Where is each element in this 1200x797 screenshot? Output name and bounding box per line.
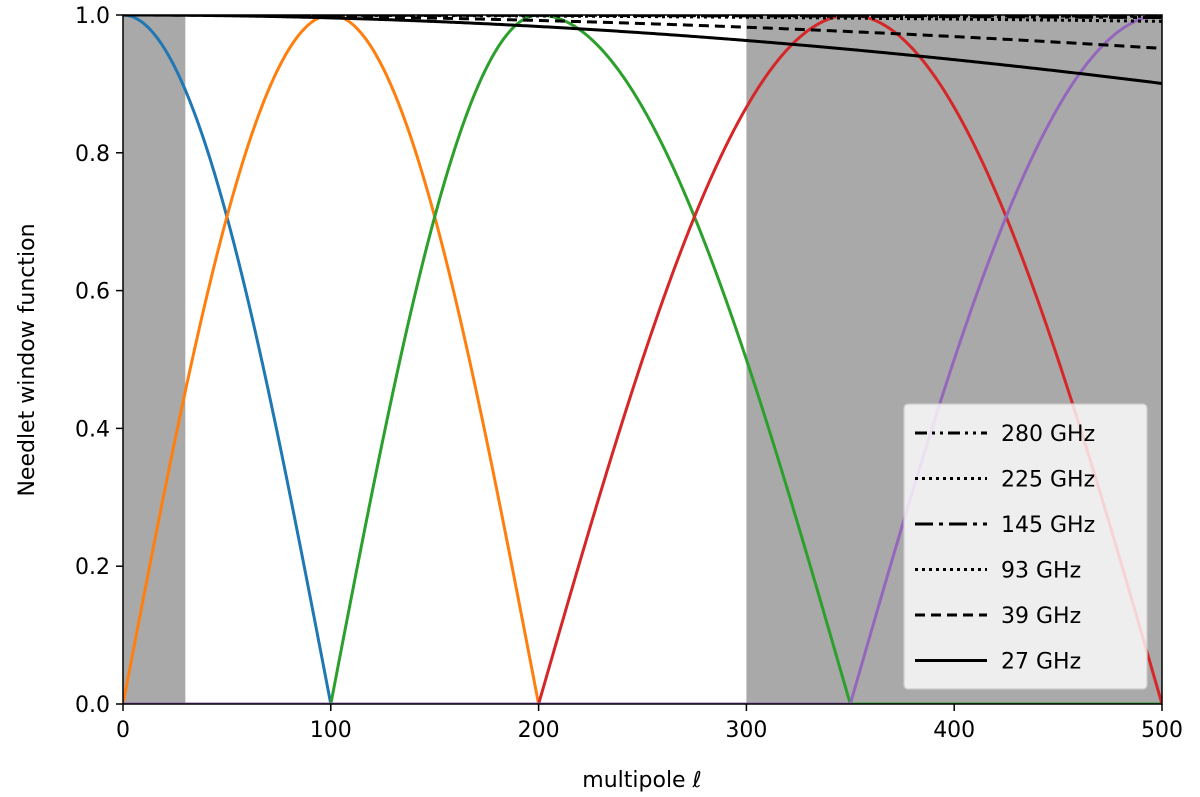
x-tick-label: 0 xyxy=(116,718,130,743)
beam-line-39-ghz xyxy=(123,15,1162,50)
needlet-band-4 xyxy=(123,15,1162,704)
legend-label: 39 GHz xyxy=(1001,604,1081,629)
legend-label: 93 GHz xyxy=(1001,559,1081,584)
needlet-band-2 xyxy=(123,15,1162,704)
legend: 280 GHz 225 GHz 145 GHz 93 GHz 39 GHz 27 GHz xyxy=(903,403,1148,690)
x-tick-label: 500 xyxy=(1141,718,1183,743)
legend-label: 225 GHz xyxy=(1001,468,1095,493)
x-tick-label: 200 xyxy=(518,718,560,743)
needlet-band-5 xyxy=(123,15,1162,704)
beam-line-27-ghz xyxy=(123,15,1162,85)
y-tick-label: 0.8 xyxy=(75,142,110,167)
legend-label: 280 GHz xyxy=(1001,422,1095,447)
beam-line-93-ghz xyxy=(123,15,1162,23)
legend-box xyxy=(903,403,1148,690)
plot-frame xyxy=(122,14,1163,705)
legend-label: 27 GHz xyxy=(1001,650,1081,675)
y-tick-label: 0.0 xyxy=(75,693,110,718)
y-axis-label: Needlet window function xyxy=(15,223,40,496)
axis-ticks: 0 100 200 300 400 500 0.0 0.2 0.4 0.6 0.8 1.0 xyxy=(75,4,1183,743)
shaded-region-1 xyxy=(123,15,186,704)
legend-label: 145 GHz xyxy=(1001,513,1095,538)
y-tick-label: 0.6 xyxy=(75,280,110,305)
y-tick-label: 0.2 xyxy=(75,555,110,580)
x-axis-label: multipole ℓ xyxy=(582,768,701,793)
x-tick-label: 400 xyxy=(933,718,975,743)
needlet-band-3 xyxy=(123,15,1162,704)
x-tick-label: 300 xyxy=(725,718,767,743)
needlet-band-1 xyxy=(123,15,1162,704)
y-tick-label: 1.0 xyxy=(75,4,110,29)
x-tick-label: 100 xyxy=(310,718,352,743)
y-tick-label: 0.4 xyxy=(75,417,110,442)
